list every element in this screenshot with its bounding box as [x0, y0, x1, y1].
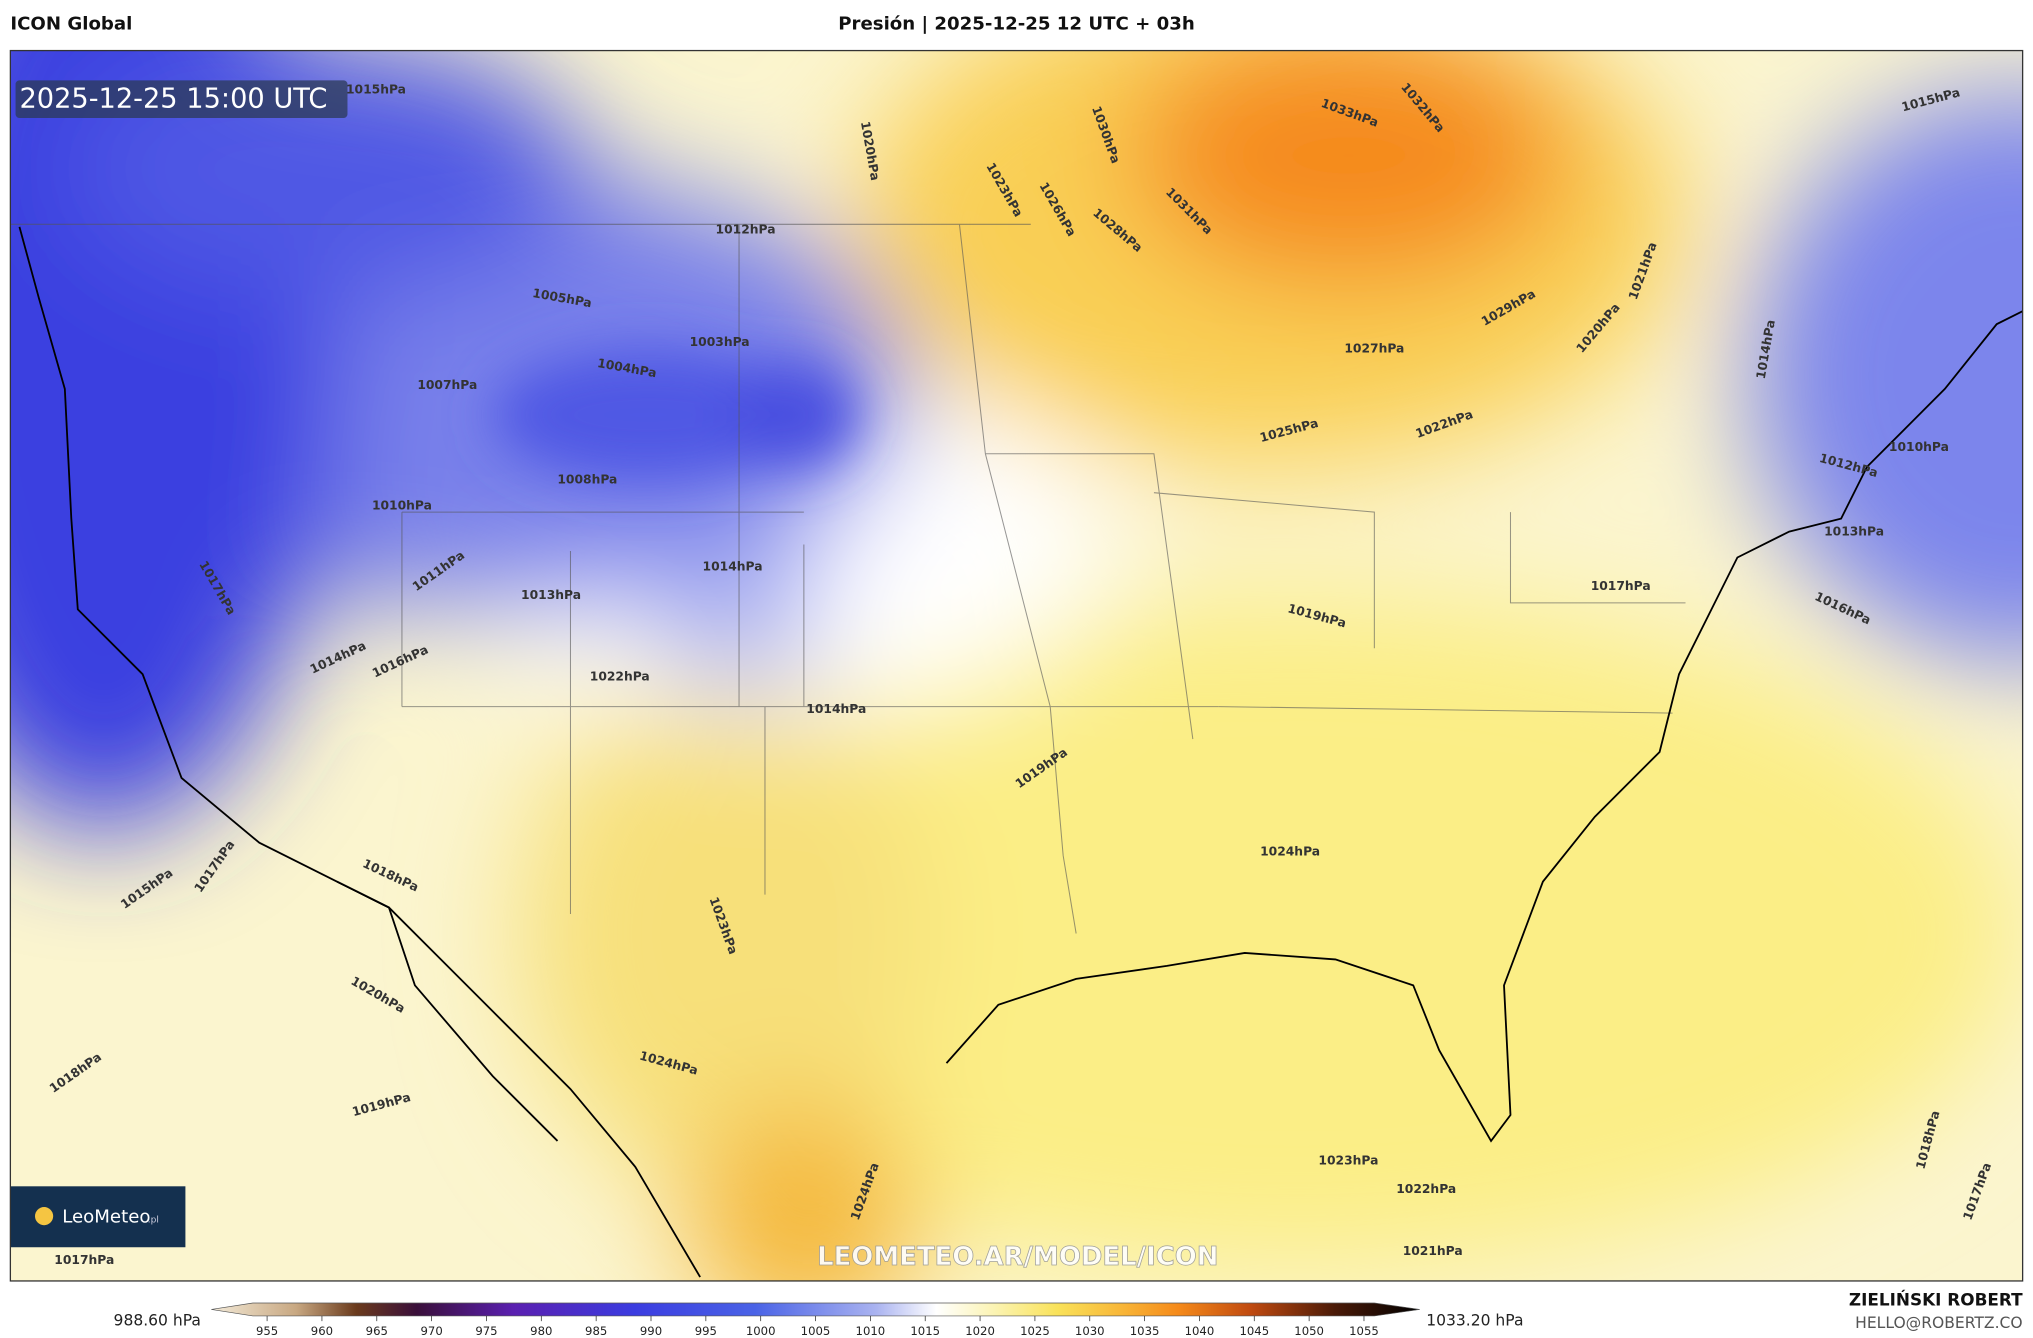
timestamp-box — [15, 80, 348, 118]
colorbar-ticks: 955 960 965 970 975 980 985 990 995 1000 1005 1010 1… — [256, 1315, 1379, 1338]
colorbar-tick-label: 1015 — [910, 1324, 940, 1338]
colorbar-tick-label: 1040 — [1185, 1324, 1215, 1338]
map-frame — [9, 49, 2024, 1282]
isobar-label: 1010hPa — [1889, 440, 1949, 454]
author: ZIELIŃSKI ROBERT — [1849, 1288, 2023, 1309]
colorbar-tick-label: 1035 — [1130, 1324, 1160, 1338]
colorbar-tick-label: 1005 — [801, 1324, 831, 1338]
colorbar-tick-label: 1000 — [746, 1324, 776, 1338]
colorbar-tick-label: 1030 — [1075, 1324, 1105, 1338]
logo-suffix: .pl — [148, 1216, 159, 1226]
isobar-label: 1012hPa — [716, 222, 776, 236]
colorbar-tick-label: 965 — [366, 1324, 388, 1338]
logo-text: LeoMeteo — [62, 1206, 150, 1227]
colorbar-tick-label: 980 — [530, 1324, 552, 1338]
colorbar-tick-label: 975 — [475, 1324, 497, 1338]
isobar-label: 1007hPa — [417, 378, 477, 392]
isobar-label: 1023hPa — [1318, 1153, 1378, 1167]
borders — [10, 223, 1686, 934]
isobar-label: 1010hPa — [372, 499, 432, 513]
isobar-label: 1014hPa — [703, 559, 763, 573]
contact: HELLO@ROBERTZ.CO — [1855, 1314, 2022, 1332]
watermark: LEOMETEO.AR/MODEL/ICON — [817, 1242, 1218, 1272]
isobar-label: 1008hPa — [557, 473, 617, 487]
colorbar-tick-label: 1045 — [1239, 1324, 1269, 1338]
isobar-label: 1027hPa — [1344, 342, 1404, 356]
colorbar-tick-label: 1050 — [1294, 1324, 1324, 1338]
colorbar-tick-label: 990 — [640, 1324, 662, 1338]
map-title: Presión | 2025-12-25 12 UTC + 03h — [838, 14, 1195, 35]
model-name: ICON Global — [10, 14, 132, 35]
isobar-label: 1017hPa — [54, 1253, 114, 1267]
colorbar-tick-label: 995 — [695, 1324, 717, 1338]
colorbar-min: 988.60 hPa — [114, 1312, 201, 1330]
isobar-label: 1013hPa — [1824, 524, 1884, 538]
isobar-label: 1014hPa — [806, 702, 866, 716]
isobar-label: 1015hPa — [346, 82, 406, 96]
colorbar — [211, 1302, 1420, 1317]
logo-sun — [35, 1207, 54, 1226]
colorbar-max: 1033.20 hPa — [1426, 1312, 1523, 1330]
timestamp: 2025-12-25 15:00 UTC — [19, 83, 327, 114]
isobar-label: 1021hPa — [1403, 1244, 1463, 1258]
colorbar-tick-label: 1025 — [1020, 1324, 1050, 1338]
colorbar-tick-label: 970 — [420, 1324, 442, 1338]
colorbar-tick-label: 955 — [256, 1324, 278, 1338]
colorbar-tick-label: 1055 — [1349, 1324, 1379, 1338]
isobar-label: 1003hPa — [690, 335, 750, 349]
isobar-label: 1022hPa — [1396, 1182, 1456, 1196]
colorbar-tick-label: 1020 — [965, 1324, 995, 1338]
coastline — [18, 226, 2023, 1278]
colorbar-tick-label: 985 — [585, 1324, 607, 1338]
colorbar-tick-label: 960 — [311, 1324, 333, 1338]
isobar-label: 1017hPa — [1591, 579, 1651, 593]
isobar-label: 1013hPa — [521, 588, 581, 602]
colorbar-tick-label: 1010 — [856, 1324, 886, 1338]
isobar-label: 1022hPa — [590, 670, 650, 684]
isobar-label: 1024hPa — [1260, 845, 1320, 859]
